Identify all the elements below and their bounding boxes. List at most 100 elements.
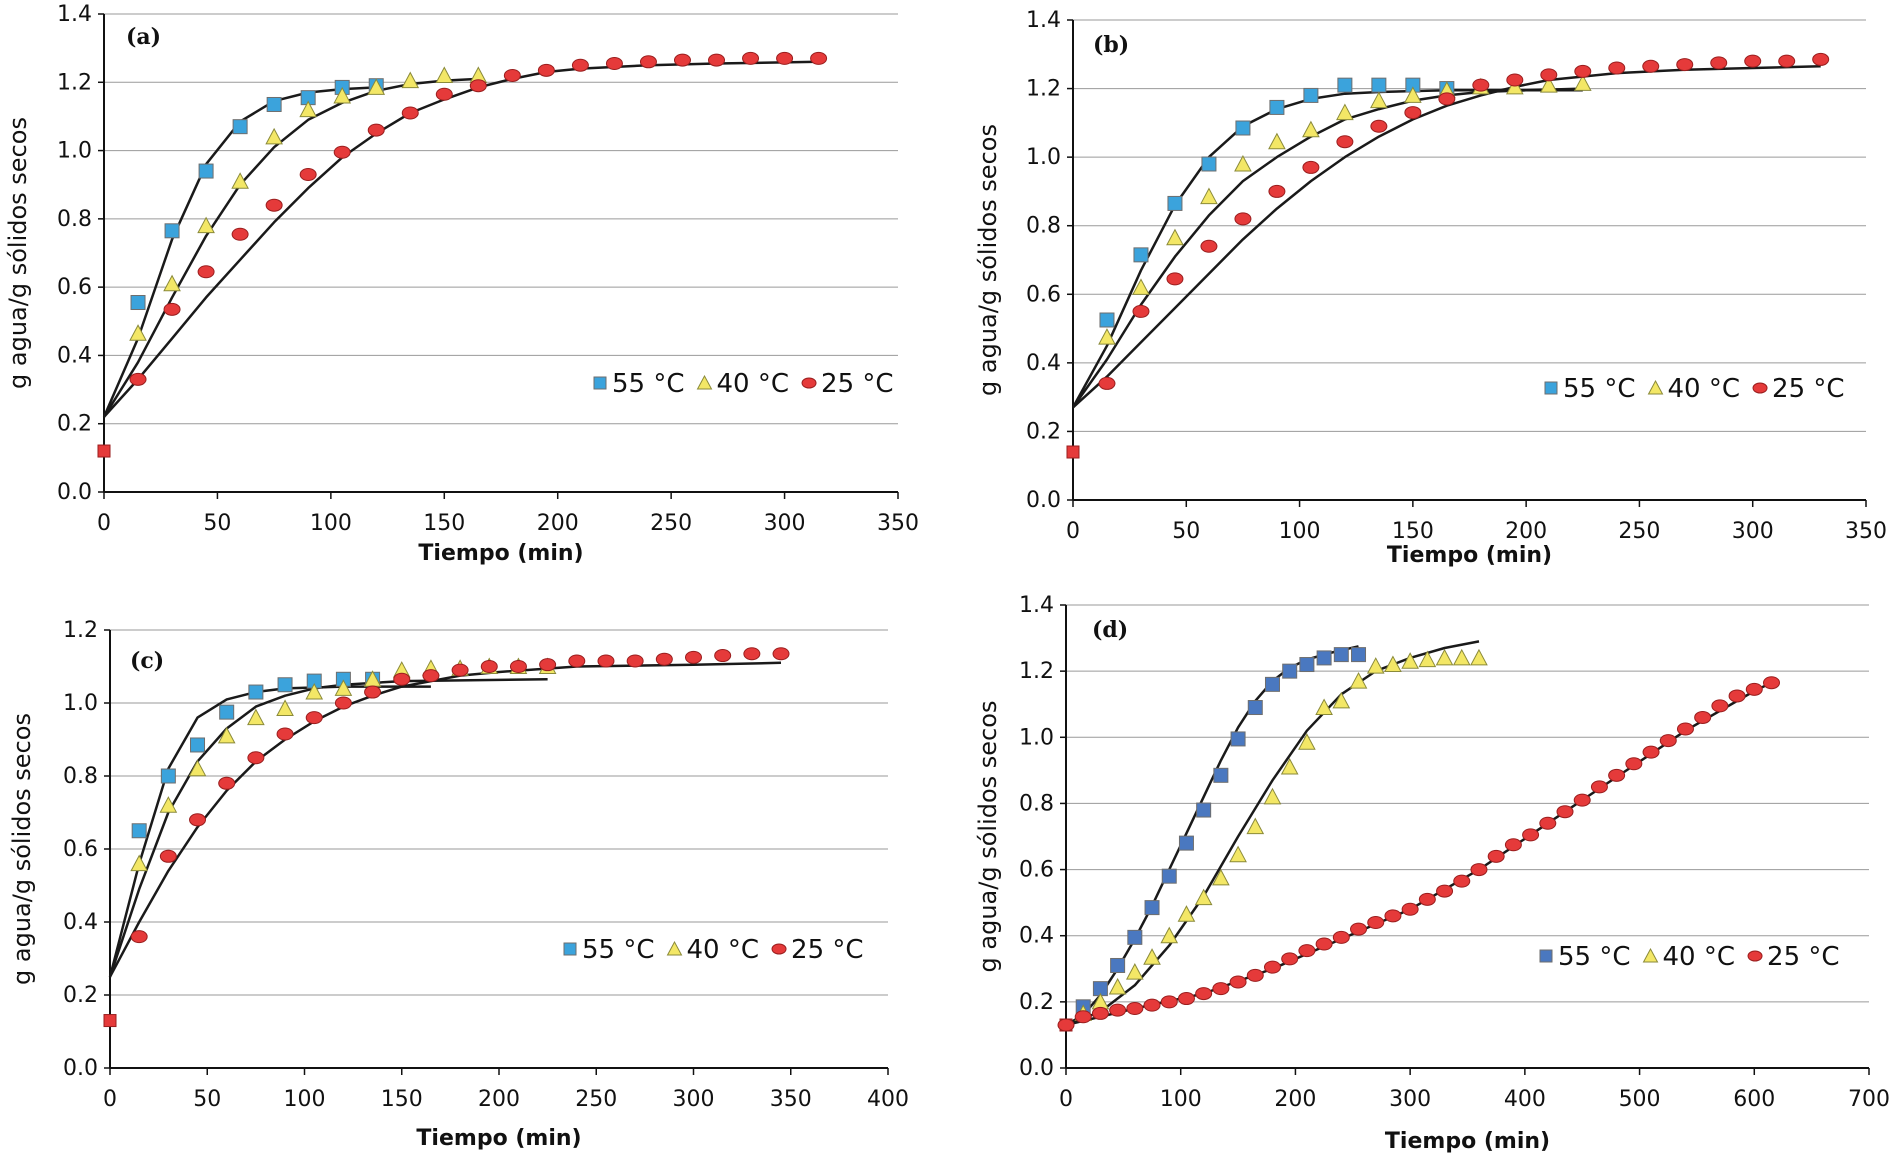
- data-point-triangle: [1298, 733, 1316, 750]
- data-point-triangle: [1349, 672, 1368, 689]
- data-point-square: [1264, 676, 1280, 692]
- y-tick-label: 1.0: [63, 691, 98, 716]
- y-tick-label: 1.2: [1019, 659, 1054, 684]
- data-point-triangle: [1332, 691, 1351, 709]
- x-tick-label: 300: [673, 1087, 715, 1112]
- data-point-triangle: [197, 216, 215, 234]
- data-point-circle: [1143, 998, 1161, 1012]
- data-point-circle: [1384, 909, 1402, 923]
- y-tick-label: 0.4: [57, 343, 92, 368]
- data-point-triangle: [299, 100, 318, 118]
- data-point-square: [1133, 247, 1149, 263]
- y-tick-label: 0.0: [57, 480, 92, 505]
- data-point-circle: [1812, 52, 1830, 66]
- data-point-circle: [571, 58, 589, 72]
- x-tick-label: 0: [103, 1087, 117, 1112]
- y-tick-label: 0.8: [1026, 214, 1061, 239]
- x-tick-label: 50: [1172, 519, 1200, 544]
- data-point-triangle: [1143, 948, 1161, 965]
- data-point-square: [1201, 156, 1217, 172]
- panel-d: 0.0 0.2 0.4 0.6 0.8 1.0 1.2 1.4 0 100 200 300 400 500…: [974, 593, 1890, 1153]
- data-point-square: [232, 119, 248, 135]
- data-point-triangle: [1404, 86, 1422, 103]
- data-point-square: [1127, 929, 1143, 945]
- data-point-circle: [218, 776, 236, 790]
- legend-marker-circle: [1747, 950, 1763, 962]
- data-point-square: [1167, 195, 1183, 211]
- data-point-circle: [469, 79, 487, 93]
- data-point-circle: [1195, 987, 1213, 1001]
- data-point-circle: [1676, 722, 1694, 736]
- data-point-circle: [435, 87, 453, 101]
- data-point-square: [130, 295, 146, 311]
- y-tick-label: 0.6: [63, 837, 98, 862]
- data-point-circle: [401, 106, 419, 120]
- data-point-circle: [1470, 863, 1488, 877]
- data-point-circle: [743, 647, 761, 661]
- x-tick-label: 0: [1066, 519, 1080, 544]
- y-tick-label: 1.0: [57, 139, 92, 164]
- data-point-triangle: [1200, 187, 1218, 205]
- data-point-circle: [1778, 54, 1796, 68]
- legend-label: 40 °C: [717, 369, 790, 399]
- data-point-circle: [129, 372, 147, 386]
- x-tick-label: 200: [1505, 519, 1547, 544]
- legend-marker-triangle: [696, 374, 713, 390]
- data-point-circle: [1694, 710, 1712, 724]
- data-point-square: [266, 96, 282, 112]
- data-point-triangle: [1177, 905, 1196, 922]
- data-point-triangle: [1132, 278, 1150, 295]
- data-point-circle: [1166, 272, 1184, 286]
- data-point-circle: [673, 53, 691, 67]
- x-tick-label: 300: [764, 511, 806, 536]
- data-point-circle: [1436, 884, 1454, 898]
- data-point-square: [1371, 77, 1387, 93]
- data-point-circle: [451, 663, 469, 677]
- fit-curve-55: [1071, 89, 1583, 409]
- data-point-circle: [1401, 902, 1419, 916]
- data-point-circle: [1350, 922, 1368, 936]
- data-point-square: [1110, 957, 1126, 973]
- initial-point: [1066, 445, 1080, 459]
- data-point-circle: [1370, 119, 1388, 133]
- data-point-circle: [1472, 78, 1490, 92]
- fit-curve-40: [108, 678, 548, 978]
- data-point-square: [1099, 312, 1115, 328]
- y-axis-title: g agua/g sólidos secos: [8, 713, 36, 985]
- x-tick-label: 250: [575, 1087, 617, 1112]
- data-point-triangle: [401, 71, 420, 89]
- y-tick-label: 0.2: [57, 412, 92, 437]
- data-point-triangle: [265, 127, 283, 145]
- x-axis-title: Tiempo (min): [1385, 1129, 1550, 1153]
- y-tick-label: 1.2: [63, 618, 98, 643]
- data-point-circle: [1744, 54, 1762, 68]
- legend-marker-triangle: [1642, 947, 1659, 963]
- x-tick-label: 350: [770, 1087, 812, 1112]
- y-tick-label: 1.2: [57, 70, 92, 95]
- x-tick-label: 50: [203, 511, 231, 536]
- y-tick-label: 0.8: [57, 207, 92, 232]
- data-point-circle: [1728, 689, 1746, 703]
- y-tick-label: 1.0: [1026, 145, 1061, 170]
- data-point-circle: [1522, 828, 1540, 842]
- data-point-triangle: [163, 274, 181, 292]
- data-point-circle: [605, 57, 623, 71]
- x-tick-label: 100: [1160, 1087, 1202, 1112]
- x-tick-label: 50: [193, 1087, 221, 1112]
- x-tick-label: 500: [1619, 1087, 1661, 1112]
- data-point-circle: [537, 63, 555, 77]
- data-point-circle: [1642, 59, 1660, 73]
- x-tick-label: 0: [1059, 1087, 1073, 1112]
- data-point-square: [1178, 835, 1194, 851]
- data-point-triangle: [1401, 652, 1419, 669]
- data-point-circle: [597, 654, 615, 668]
- data-point-circle: [1762, 676, 1780, 690]
- y-tick-label: 1.4: [1026, 8, 1061, 33]
- panel-b: 0.0 0.2 0.4 0.6 0.8 1.0 1.2 1.4 0 50 100 150 200 250 3…: [974, 8, 1887, 568]
- data-point-circle: [1281, 952, 1299, 966]
- data-point-circle: [189, 813, 207, 827]
- y-tick-label: 1.0: [1019, 725, 1054, 750]
- y-tick-label: 0.0: [1026, 488, 1061, 513]
- data-point-triangle: [1108, 977, 1127, 995]
- data-point-triangle: [1246, 817, 1265, 835]
